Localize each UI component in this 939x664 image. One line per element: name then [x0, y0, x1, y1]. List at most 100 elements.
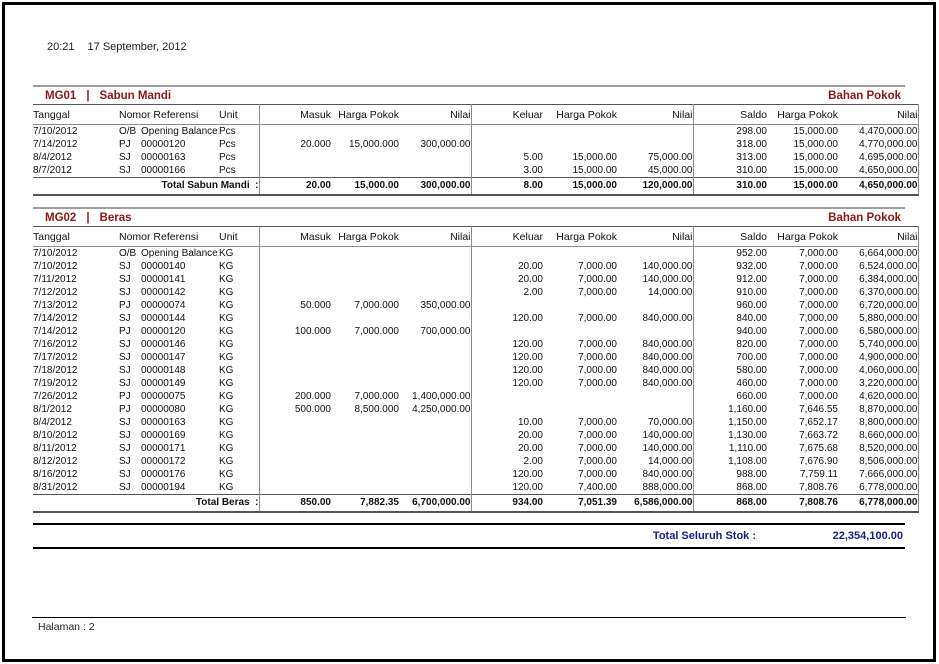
total-keluar-nilai: 120,000.00 — [617, 177, 694, 196]
cell-ref-no: 00000169 — [141, 429, 186, 441]
cell-keluar-qty: 3.00 — [523, 164, 543, 176]
cell-keluar-harga: 7,000.00 — [578, 377, 617, 389]
cell-saldo-qty: 1,150.00 — [728, 416, 767, 428]
page-footer: Halaman : 2 — [32, 617, 906, 633]
cell-saldo-harga: 7,000.00 — [799, 351, 838, 363]
cell-keluar-qty — [471, 403, 543, 416]
cell-saldo-harga: 7,000.00 — [799, 390, 838, 402]
cell-keluar-harga: 7,000.00 — [578, 429, 617, 441]
cell-unit: KG — [219, 377, 260, 390]
stock-row: 7/10/2012 SJ 00000140 KG 20.00 7,000.00 140,00… — [33, 260, 919, 273]
cell-unit: KG — [219, 351, 260, 364]
cell-ref-type: PJ — [119, 403, 131, 415]
cell-masuk-harga — [331, 481, 399, 495]
total-saldo-nilai: 4,650,000.00 — [838, 177, 919, 196]
cell-saldo-harga: 7,000.00 — [799, 286, 838, 298]
cell-keluar-harga — [543, 390, 617, 403]
total-keluar-harga: 15,000.00 — [543, 177, 617, 196]
cell-unit: KG — [219, 468, 260, 481]
col-header-keluar: Keluar — [471, 226, 543, 247]
cell-unit: KG — [219, 299, 260, 312]
cell-saldo-harga: 7,000.00 — [799, 273, 838, 285]
col-header-keluar: Keluar — [471, 104, 543, 125]
cell-masuk-nilai — [399, 124, 472, 138]
cell-ref-type: SJ — [119, 286, 131, 298]
section-total-label: Total Beras : — [33, 494, 260, 513]
cell-masuk-qty: 500.000 — [294, 403, 331, 415]
cell-masuk-harga — [331, 312, 399, 325]
cell-saldo-nilai: 7,666,000.00 — [838, 468, 919, 481]
cell-masuk-harga: 15,000.000 — [348, 138, 399, 150]
cell-ref-type: PJ — [119, 325, 131, 337]
cell-keluar-qty: 120.00 — [512, 338, 543, 350]
cell-masuk-harga — [331, 164, 399, 178]
cell-saldo-qty: 868.00 — [736, 481, 767, 493]
cell-saldo-qty: 460.00 — [736, 377, 767, 389]
cell-keluar-nilai: 70,000.00 — [617, 416, 694, 429]
cell-unit: KG — [219, 481, 260, 495]
cell-keluar-harga — [543, 299, 617, 312]
cell-keluar-nilai: 840,000.00 — [617, 351, 694, 364]
cell-keluar-nilai: 140,000.00 — [617, 442, 694, 455]
cell-saldo-harga: 7,000.00 — [799, 338, 838, 350]
cell-masuk-harga — [331, 455, 399, 468]
cell-keluar-harga: 7,000.00 — [578, 351, 617, 363]
col-header-nilai-keluar: Nilai — [617, 226, 694, 247]
page-number-label: Halaman : 2 — [38, 621, 95, 633]
cell-masuk-qty — [259, 286, 331, 299]
cell-masuk-harga — [331, 468, 399, 481]
cell-masuk-qty — [259, 260, 331, 273]
cell-ref-type: SJ — [119, 429, 131, 441]
total-masuk-qty: 20.00 — [259, 177, 331, 196]
cell-keluar-harga: 7,000.00 — [578, 442, 617, 454]
cell-unit: Pcs — [219, 124, 260, 138]
cell-unit: Pcs — [219, 151, 260, 164]
cell-tanggal: 8/10/2012 — [33, 429, 78, 441]
cell-ref-no: Opening Balance: — [141, 125, 219, 137]
cell-keluar-nilai: 840,000.00 — [617, 338, 694, 351]
stock-section: MG02 | Beras Bahan Pokok Tanggal Nomor Ref… — [33, 207, 919, 513]
cell-unit: Pcs — [219, 138, 260, 151]
cell-ref-no: 00000142 — [141, 286, 186, 298]
cell-masuk-qty: 100.000 — [294, 325, 331, 337]
cell-saldo-harga: 7,000.00 — [799, 299, 838, 311]
cell-keluar-harga: 7,000.00 — [578, 312, 617, 324]
col-header-nilai-keluar: Nilai — [617, 104, 694, 125]
cell-masuk-qty — [259, 351, 331, 364]
table-body: 7/10/2012 O/B Opening Balance: KG 952.00 7,00… — [33, 246, 919, 495]
cell-masuk-nilai: 700,000.00 — [399, 325, 472, 338]
grand-total-row: Total Seluruh Stok : 22,354,100.00 — [33, 523, 905, 549]
cell-masuk-harga — [331, 286, 399, 299]
cell-unit: KG — [219, 260, 260, 273]
cell-ref-type: SJ — [119, 164, 131, 176]
cell-keluar-harga: 7,000.00 — [578, 286, 617, 298]
cell-saldo-nilai: 6,720,000.00 — [838, 299, 919, 312]
cell-saldo-harga: 7,759.11 — [799, 468, 838, 480]
cell-keluar-nilai: 840,000.00 — [617, 364, 694, 377]
cell-saldo-harga: 15,000.00 — [793, 164, 839, 176]
section-category: Bahan Pokok — [828, 90, 901, 102]
total-saldo-harga: 7,808.76 — [767, 494, 838, 513]
cell-unit: KG — [219, 338, 260, 351]
stock-row: 8/1/2012 PJ 00000080 KG 500.000 8,500.000 4,25… — [33, 403, 919, 416]
stock-row: 8/10/2012 SJ 00000169 KG 20.00 7,000.00 140,00… — [33, 429, 919, 442]
cell-saldo-qty: 660.00 — [736, 390, 767, 402]
col-header-masuk: Masuk — [259, 226, 331, 247]
section-total-label: Total Sabun Mandi : — [33, 177, 260, 196]
cell-saldo-qty: 298.00 — [736, 125, 767, 137]
cell-tanggal: 7/10/2012 — [33, 125, 78, 137]
cell-masuk-harga: 8,500.000 — [354, 403, 400, 415]
cell-saldo-qty: 910.00 — [736, 286, 767, 298]
col-header-harga-pokok-masuk: Harga Pokok — [331, 226, 399, 247]
cell-saldo-qty: 1,160.00 — [728, 403, 767, 415]
cell-saldo-harga: 15,000.00 — [793, 151, 839, 163]
cell-masuk-qty — [259, 151, 331, 164]
stock-row: 7/14/2012 PJ 00000120 KG 100.000 7,000.000 700… — [33, 325, 919, 338]
stock-table: Tanggal Nomor Referensi Unit Masuk Harga… — [33, 104, 919, 196]
stock-row: 7/13/2012 PJ 00000074 KG 50.000 7,000.000 350,… — [33, 299, 919, 312]
table-body: 7/10/2012 O/B Opening Balance: Pcs 298.00 15,… — [33, 124, 919, 178]
total-saldo-harga: 15,000.00 — [767, 177, 838, 196]
section-header: MG01 | Sabun Mandi Bahan Pokok — [33, 85, 905, 104]
cell-keluar-nilai — [617, 124, 694, 138]
cell-masuk-nilai — [399, 455, 472, 468]
